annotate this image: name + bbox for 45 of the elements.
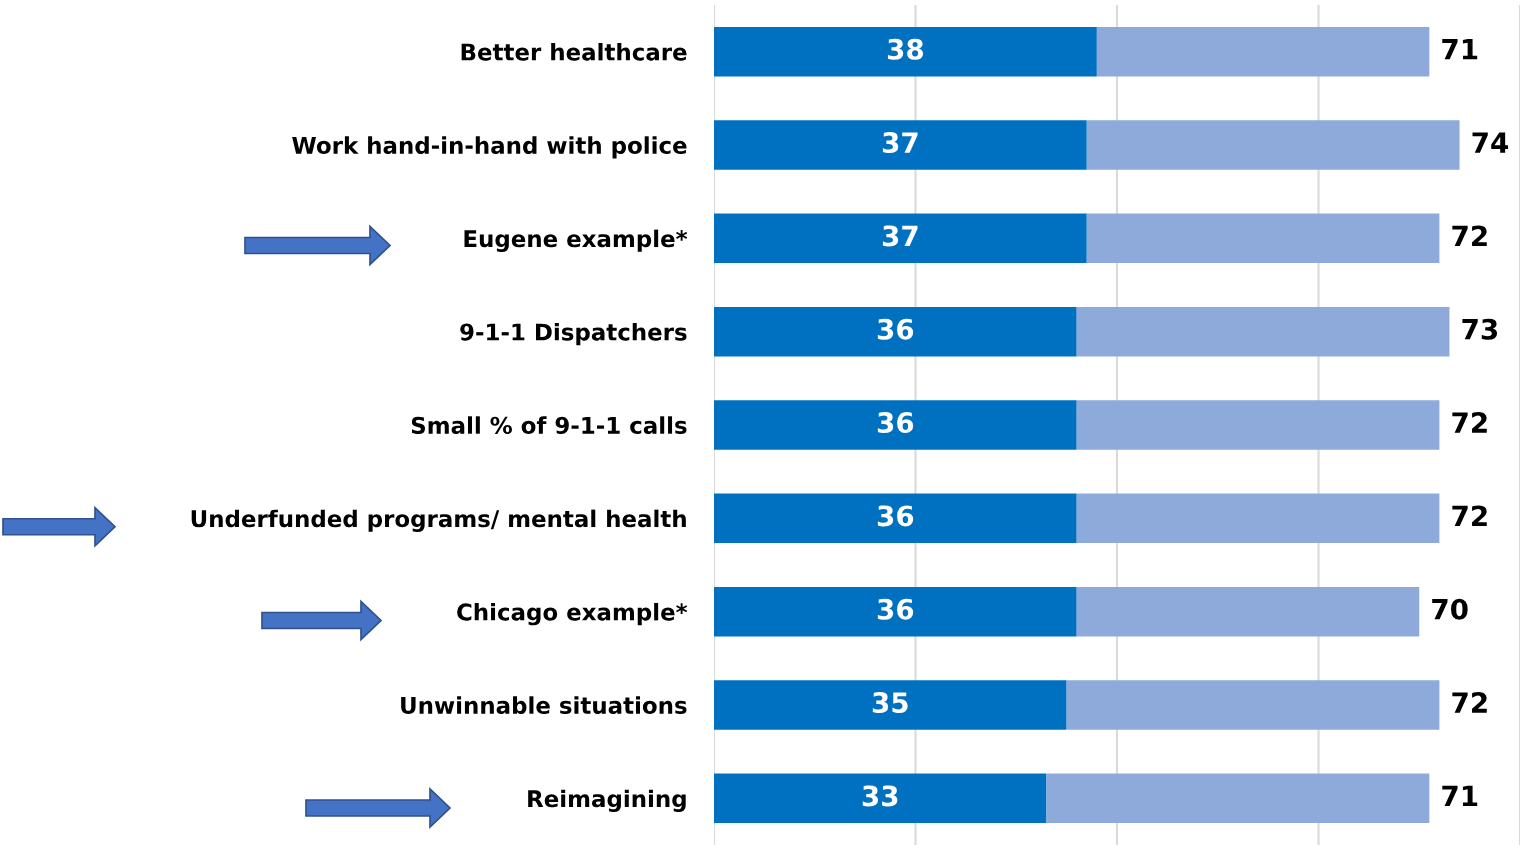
data-label: 37 — [882, 132, 918, 154]
bar — [1086, 213, 1440, 264]
bar — [714, 306, 1077, 357]
total-label: 70 — [1432, 598, 1468, 620]
y-tick-label: Chicago example* — [457, 602, 688, 626]
bar — [714, 120, 1087, 170]
total-label: 72 — [1452, 412, 1487, 433]
data-label: 35 — [872, 692, 908, 714]
data-label: 36 — [877, 598, 914, 620]
y-tick-label: Underfunded programs/ mental health — [191, 509, 686, 532]
total-label: 72 — [1452, 692, 1487, 713]
total-label: 72 — [1452, 505, 1487, 526]
y-tick-label: Unwinnable situations — [401, 696, 687, 715]
y-tick-label: 9-1-1 Dispatchers — [460, 322, 687, 346]
bar — [714, 213, 1087, 264]
data-label: 38 — [887, 38, 924, 60]
y-tick-label: Small % of 9-1-1 calls — [411, 416, 687, 435]
bar — [1046, 773, 1430, 824]
y-tick-label: Reimagining — [528, 789, 686, 812]
data-label: 37 — [882, 225, 918, 247]
total-label: 71 — [1442, 785, 1478, 806]
bar — [1076, 493, 1440, 544]
bar — [1076, 306, 1450, 357]
bar — [714, 680, 1067, 730]
bar — [1066, 680, 1440, 730]
data-label: 36 — [877, 505, 914, 527]
y-tick-label: Work hand-in-hand with police — [292, 136, 687, 159]
data-label: 36 — [877, 318, 914, 340]
bar — [1076, 586, 1420, 637]
bar — [1076, 400, 1440, 450]
bar — [714, 493, 1077, 544]
total-label: 73 — [1462, 318, 1498, 340]
total-label: 71 — [1442, 39, 1478, 60]
total-label: 74 — [1472, 132, 1509, 153]
data-label: 33 — [862, 785, 898, 807]
bar — [1086, 120, 1460, 170]
y-tick-label: Eugene example* — [464, 229, 688, 252]
bar — [714, 773, 1047, 824]
bar — [714, 400, 1077, 450]
bar — [714, 26, 1097, 77]
y-tick-label: Better healthcare — [461, 42, 687, 61]
data-label: 36 — [877, 412, 914, 434]
total-label: 72 — [1452, 225, 1487, 246]
bar — [714, 586, 1077, 637]
bar — [1096, 26, 1430, 77]
